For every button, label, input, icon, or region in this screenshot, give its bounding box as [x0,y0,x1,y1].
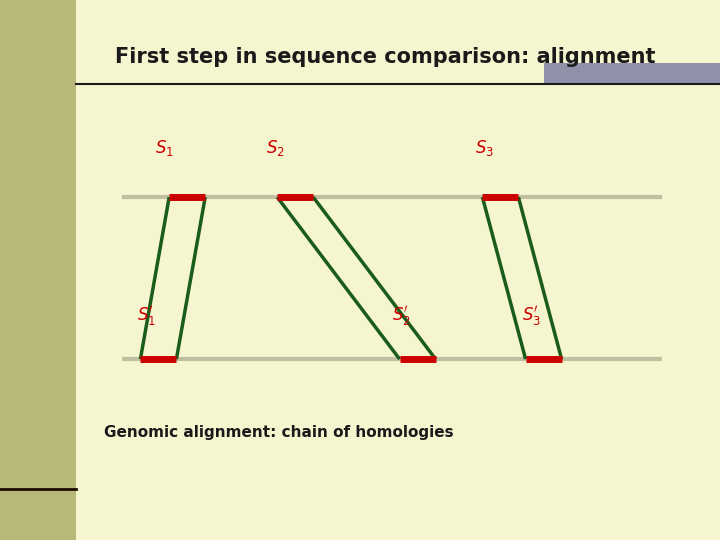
Text: $\mathit{S}_{2}$: $\mathit{S}_{2}$ [266,138,285,159]
Text: Genomic alignment: chain of homologies: Genomic alignment: chain of homologies [104,424,454,440]
Text: $\mathit{S}_{2}'$: $\mathit{S}_{2}'$ [392,304,411,328]
Text: $\mathit{S}_{3}$: $\mathit{S}_{3}$ [475,138,494,159]
Text: $\mathit{S}_{1}'$: $\mathit{S}_{1}'$ [137,304,156,328]
Text: $\mathit{S}_{3}'$: $\mathit{S}_{3}'$ [522,304,541,328]
Bar [544,63,720,84]
Bar [0,0,76,540]
Text: $\mathit{S}_{1}$: $\mathit{S}_{1}$ [155,138,174,159]
Text: First step in sequence comparison: alignment: First step in sequence comparison: align… [115,46,656,67]
